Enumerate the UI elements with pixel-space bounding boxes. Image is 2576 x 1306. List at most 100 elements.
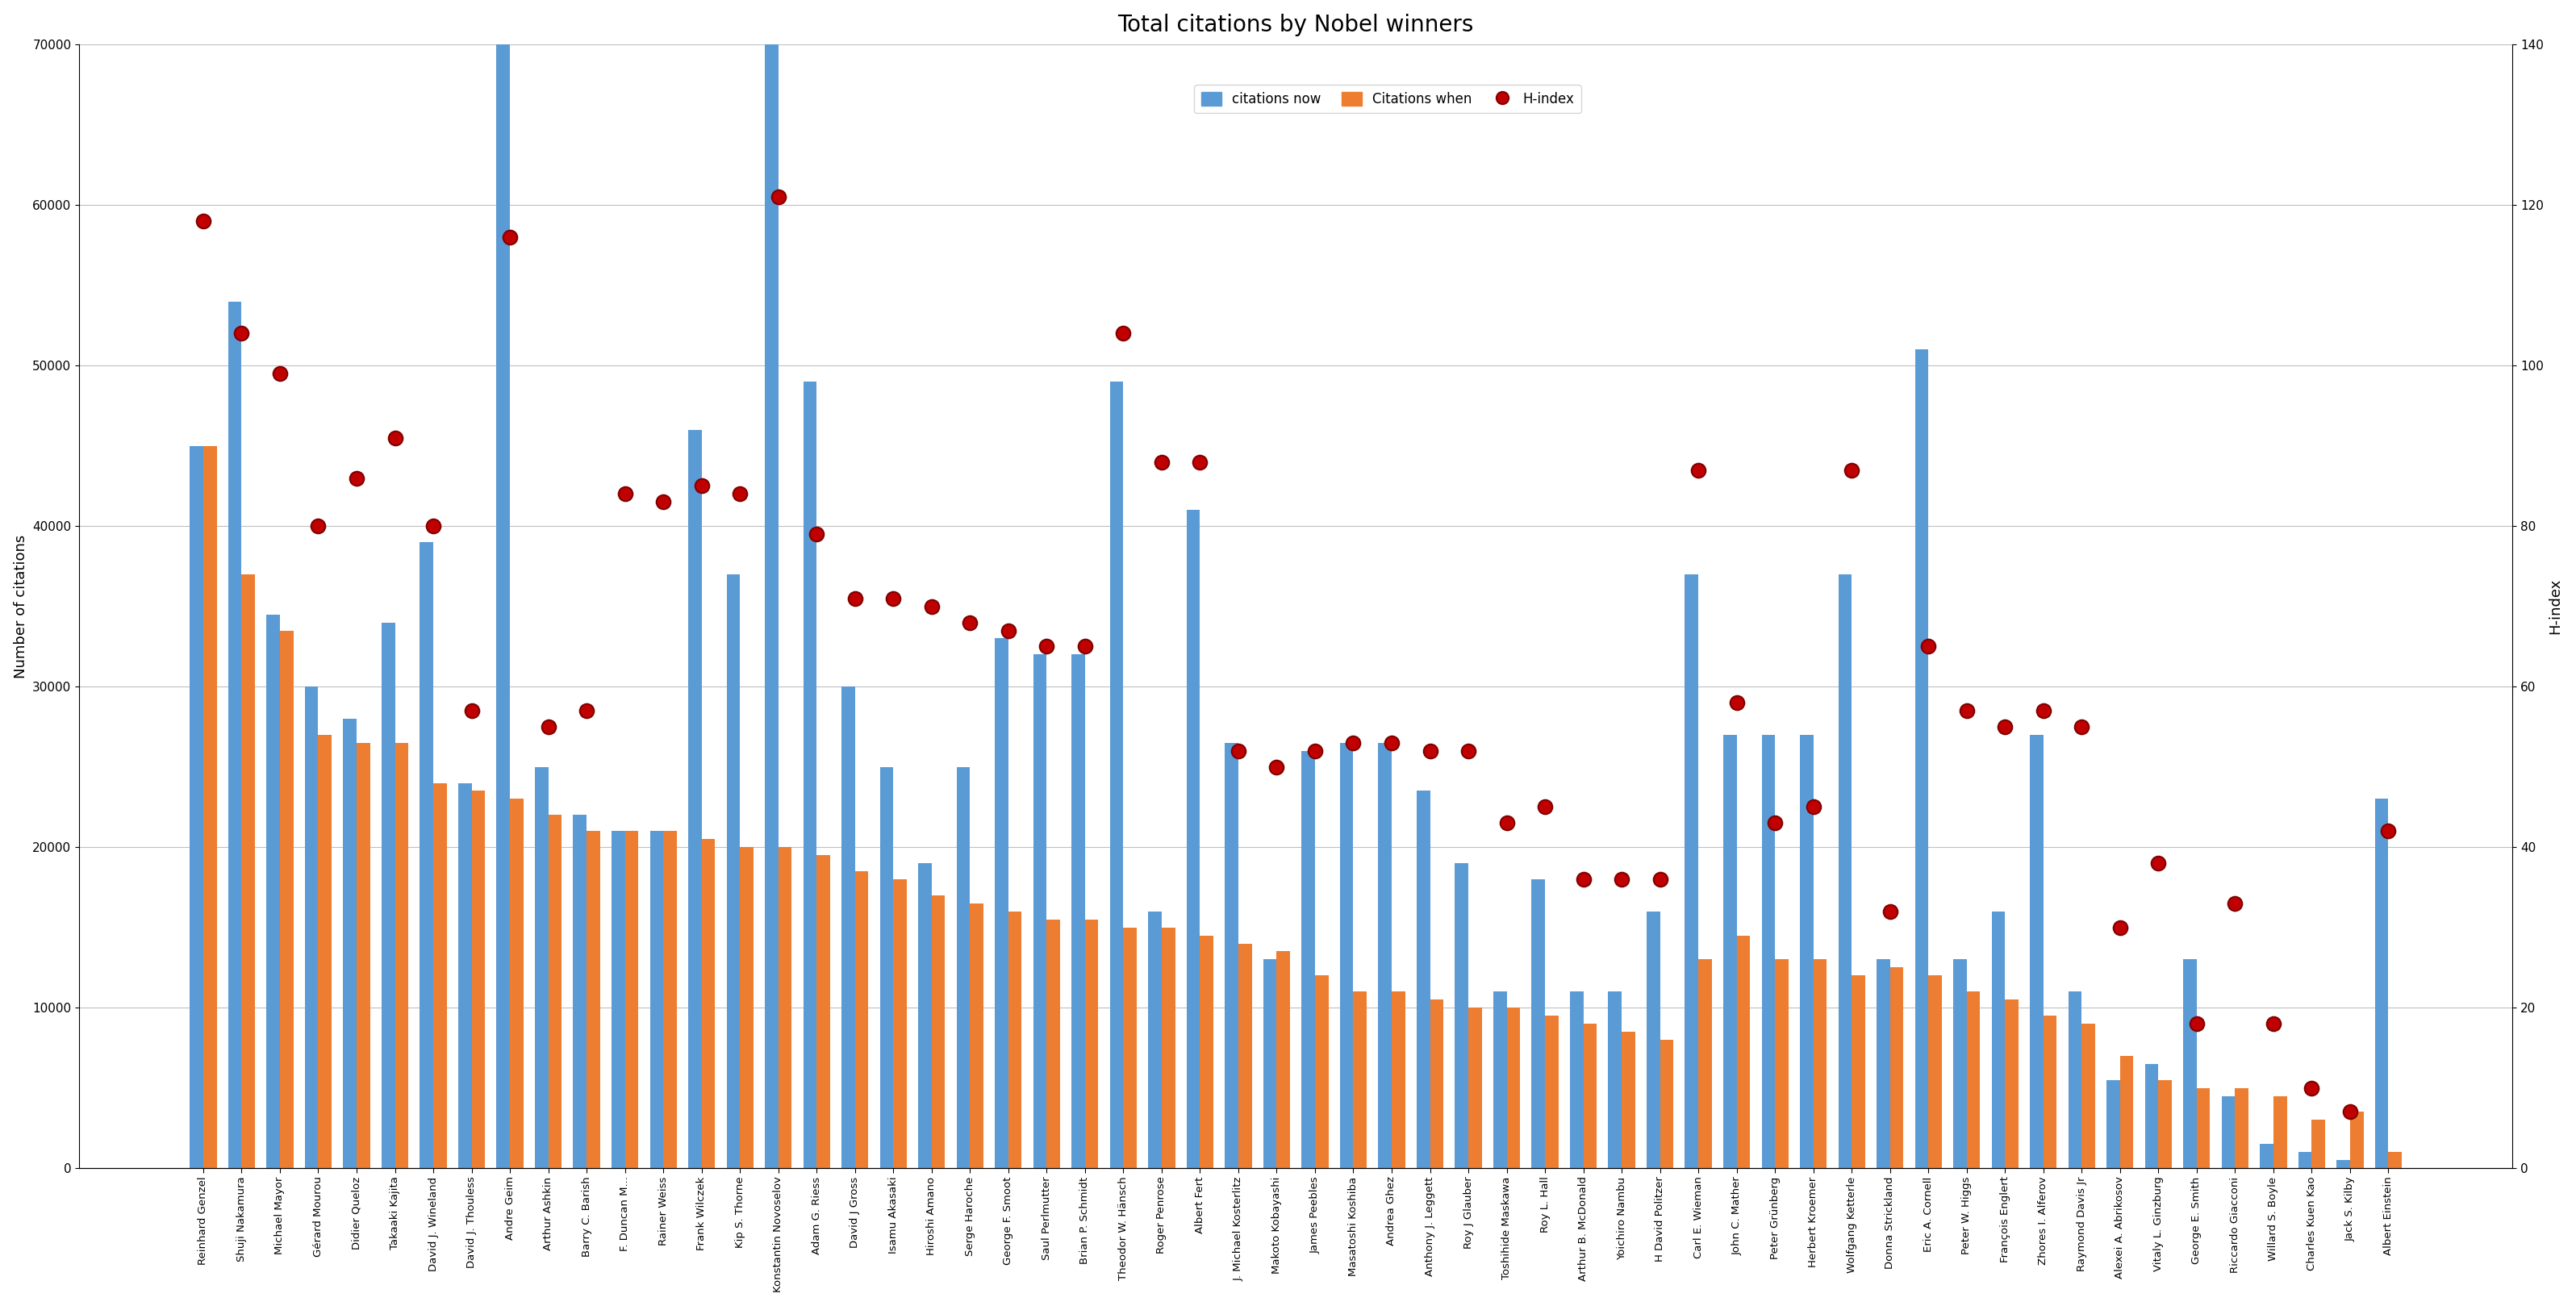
H-index	[1218, 741, 1260, 761]
Bar	[2388, 1152, 2401, 1168]
Bar	[1875, 960, 1891, 1168]
Bar	[626, 831, 639, 1168]
Bar	[1149, 912, 1162, 1168]
H-index	[1141, 452, 1182, 473]
H-index	[951, 613, 992, 633]
Bar	[956, 767, 971, 1168]
Bar	[1736, 935, 1749, 1168]
Bar	[355, 743, 371, 1168]
Bar	[1546, 1016, 1558, 1168]
H-index	[1602, 868, 1643, 889]
Bar	[574, 815, 587, 1168]
Bar	[2120, 1055, 2133, 1168]
Bar	[1417, 791, 1430, 1168]
H-index	[528, 716, 569, 737]
Bar	[471, 791, 484, 1168]
H-index	[912, 596, 953, 616]
Bar	[1046, 919, 1061, 1168]
H-index	[1064, 636, 1105, 657]
H-index	[719, 483, 760, 504]
Bar	[2349, 1111, 2362, 1168]
Bar	[2069, 991, 2081, 1168]
Bar	[1430, 999, 1443, 1168]
Bar	[971, 904, 984, 1168]
H-index	[1332, 733, 1373, 754]
Bar	[933, 895, 945, 1168]
Bar	[1953, 960, 1965, 1168]
Bar	[1852, 976, 1865, 1168]
Bar	[1991, 912, 2004, 1168]
H-index	[2177, 1013, 2218, 1034]
Bar	[497, 44, 510, 1168]
Bar	[2375, 799, 2388, 1168]
Bar	[1340, 743, 1352, 1168]
Bar	[319, 735, 332, 1168]
H-index	[1793, 797, 1834, 818]
Bar	[1507, 1008, 1520, 1168]
Bar	[281, 631, 294, 1168]
H-index	[605, 483, 647, 504]
Bar	[1162, 927, 1175, 1168]
H-index	[757, 187, 799, 208]
Bar	[894, 879, 907, 1168]
Bar	[1123, 927, 1136, 1168]
H-index	[1025, 636, 1066, 657]
Bar	[1188, 511, 1200, 1168]
Bar	[2236, 1088, 2249, 1168]
H-index	[2061, 716, 2102, 737]
H-index	[1832, 460, 1873, 481]
H-index	[1564, 868, 1605, 889]
Bar	[726, 575, 739, 1168]
H-index	[873, 588, 914, 609]
Bar	[1929, 976, 1942, 1168]
Bar	[1314, 976, 1329, 1168]
Bar	[549, 815, 562, 1168]
Bar	[1839, 575, 1852, 1168]
Bar	[1965, 991, 1981, 1168]
Bar	[2004, 999, 2020, 1168]
Bar	[1891, 968, 1904, 1168]
Bar	[229, 302, 242, 1168]
H-index	[2290, 1077, 2331, 1098]
H-index	[374, 427, 415, 448]
Bar	[420, 542, 433, 1168]
Bar	[1762, 735, 1775, 1168]
H-index	[451, 700, 492, 721]
Bar	[2221, 1096, 2236, 1168]
Bar	[1084, 919, 1097, 1168]
Bar	[1226, 743, 1239, 1168]
Bar	[459, 782, 471, 1168]
Bar	[2146, 1064, 2159, 1168]
Bar	[994, 639, 1007, 1168]
H-index	[1293, 741, 1334, 761]
H-index	[1257, 756, 1298, 777]
H-index	[2329, 1101, 2370, 1122]
H-index	[1486, 812, 1528, 833]
H-index	[2215, 893, 2257, 914]
Bar	[1278, 952, 1291, 1168]
Bar	[2184, 960, 2197, 1168]
Bar	[1007, 912, 1023, 1168]
Bar	[394, 743, 410, 1168]
Bar	[2336, 1160, 2349, 1168]
H-index	[1870, 901, 1911, 922]
H-index	[2022, 700, 2063, 721]
H-index	[260, 363, 301, 384]
Bar	[778, 848, 791, 1168]
Bar	[1301, 751, 1314, 1168]
Bar	[265, 614, 281, 1168]
Legend: citations now, Citations when, H-index: citations now, Citations when, H-index	[1195, 85, 1582, 114]
H-index	[2099, 917, 2141, 938]
Bar	[587, 831, 600, 1168]
Bar	[1569, 991, 1584, 1168]
Y-axis label: H-index: H-index	[2548, 579, 2563, 635]
Bar	[2081, 1024, 2094, 1168]
Bar	[2311, 1121, 2326, 1168]
Bar	[804, 381, 817, 1168]
Bar	[242, 575, 255, 1168]
H-index	[1409, 741, 1450, 761]
Bar	[2159, 1080, 2172, 1168]
H-index	[1180, 452, 1221, 473]
Bar	[701, 838, 716, 1168]
H-index	[1754, 812, 1795, 833]
